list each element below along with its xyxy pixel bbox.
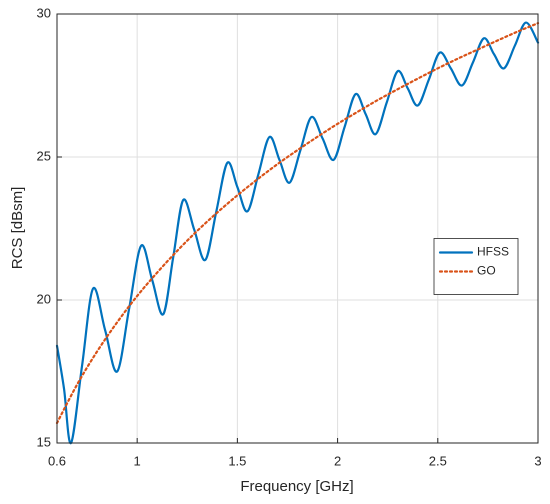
series-line	[55, 22, 540, 425]
legend-box	[433, 238, 519, 295]
x-tick-label: 1.5	[228, 453, 246, 468]
y-axis-label: RCS [dBsm]	[9, 187, 26, 270]
x-tick-label: 3	[534, 453, 541, 468]
legend: HFSS GO	[433, 238, 519, 295]
legend-label: GO	[477, 264, 496, 278]
plot-frame	[56, 13, 539, 444]
x-tick-label: 0.6	[48, 453, 66, 468]
y-tick-label: 25	[37, 148, 51, 163]
legend-label: HFSS	[477, 245, 509, 259]
y-tick-label: 20	[37, 291, 51, 306]
x-tick-label: 2.5	[429, 453, 447, 468]
y-tick-label: 15	[37, 434, 51, 449]
x-axis-label: Frequency [GHz]	[240, 478, 353, 495]
y-tick-label: 30	[37, 5, 51, 20]
x-tick-label: 1	[134, 453, 141, 468]
x-tick-label: 2	[334, 453, 341, 468]
lines	[55, 21, 540, 445]
series-line	[55, 21, 540, 445]
